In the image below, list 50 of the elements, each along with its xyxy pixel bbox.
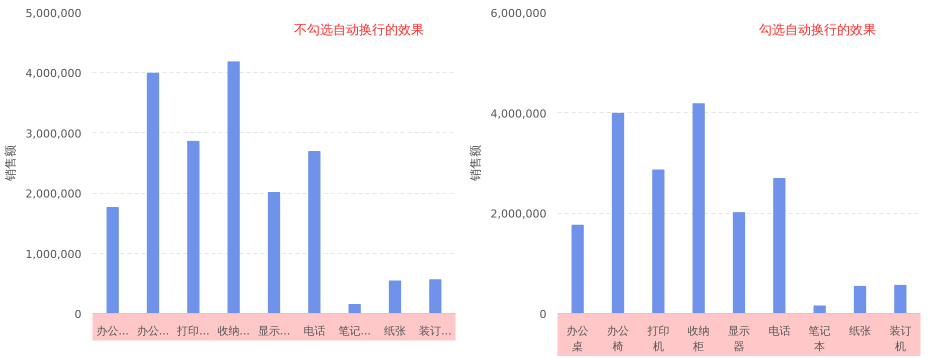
bar	[692, 103, 705, 314]
y-tick-label: 6,000,000	[490, 7, 546, 20]
x-tick-label: 办公...	[136, 324, 170, 338]
bar	[773, 178, 786, 314]
y-tick-label: 0	[540, 308, 546, 321]
x-tick-label: 纸张	[849, 324, 871, 338]
bar	[308, 151, 320, 314]
x-tick-label: 收纳柜	[688, 324, 710, 354]
x-tick-label: 办公椅	[607, 324, 629, 354]
bar	[732, 212, 746, 314]
y-axis-title: 销售额	[4, 145, 18, 182]
y-tick-label: 5,000,000	[26, 7, 82, 20]
y-tick-label: 4,000,000	[490, 107, 546, 120]
annotation: 勾选自动换行的效果	[759, 23, 876, 38]
y-tick-label: 1,000,000	[26, 248, 82, 261]
bar	[348, 304, 361, 314]
annotation: 不勾选自动换行的效果	[294, 23, 424, 38]
x-tick-label: 办公桌	[566, 324, 589, 354]
y-tick-label: 0	[74, 308, 82, 321]
x-tick-label: 纸张	[384, 324, 406, 338]
bar	[429, 279, 442, 314]
x-tick-label: 打印机	[646, 324, 670, 354]
bar	[106, 207, 119, 314]
y-tick-label: 2,000,000	[490, 208, 546, 221]
x-tick-label: 打印...	[176, 324, 210, 338]
bar	[146, 72, 160, 314]
x-tick-label: 显示器	[728, 324, 750, 354]
x-tick-label: 显示...	[258, 324, 290, 338]
x-tick-label: 电话	[768, 324, 790, 338]
x-tick-label: 笔记...	[338, 324, 371, 338]
bar	[268, 192, 280, 314]
x-tick-label: 装订机	[889, 324, 912, 354]
y-tick-label: 3,000,000	[26, 127, 82, 140]
y-tick-label: 4,000,000	[26, 67, 82, 80]
bar	[652, 170, 664, 314]
bar	[187, 140, 200, 314]
x-tick-label: 收纳...	[217, 324, 250, 338]
y-axis-title: 销售额	[468, 145, 483, 182]
bar	[894, 284, 906, 314]
x-tick-label: 电话	[303, 324, 326, 338]
y-tick-label: 2,000,000	[26, 188, 82, 201]
bar	[854, 286, 866, 314]
x-tick-label: 装订...	[419, 324, 452, 338]
bar	[814, 305, 826, 314]
x-tick-label: 办公...	[96, 324, 129, 338]
bar	[572, 224, 584, 314]
x-tick-label: 笔记本	[808, 324, 831, 354]
bar	[388, 280, 402, 314]
bar	[612, 112, 624, 314]
bar	[228, 61, 240, 314]
